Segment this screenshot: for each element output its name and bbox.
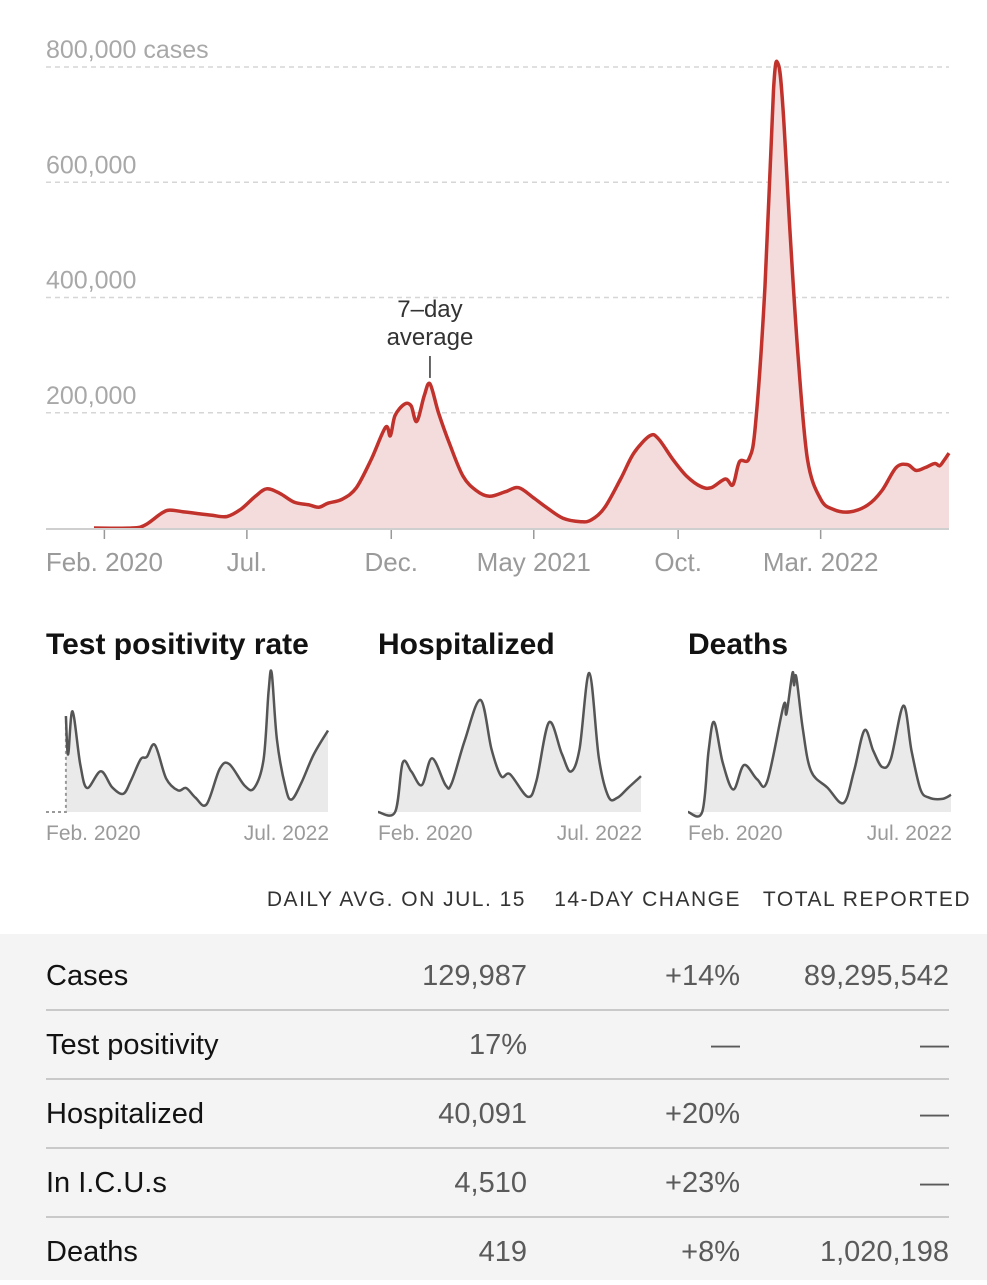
sparkline-area — [378, 672, 641, 816]
summary-table: Cases 129,987 +14% 89,295,542 Test posit… — [0, 934, 987, 1280]
table-row-cases: Cases 129,987 +14% 89,295,542 — [46, 940, 949, 1011]
x-tick-label: May 2021 — [477, 547, 591, 577]
daily-avg-value: 129,987 — [422, 960, 527, 992]
cases-area — [94, 61, 949, 529]
table-row-deaths: Deaths 419 +8% 1,020,198 — [46, 1216, 949, 1285]
x-tick-label: Jul. — [227, 547, 267, 577]
deaths-title: Deaths — [688, 628, 789, 661]
change-value: +14% — [665, 960, 740, 992]
x-tick-label: Mar. 2022 — [763, 547, 879, 577]
daily-avg-value: 419 — [478, 1236, 527, 1268]
change-value: +8% — [681, 1236, 740, 1268]
total-value: — — [920, 1167, 949, 1199]
table-row-test-positivity: Test positivity 17% — — — [46, 1009, 949, 1080]
daily-avg-value: 17% — [468, 1029, 527, 1061]
y-tick-label: 600,000 — [46, 151, 136, 179]
table-row-hospitalized: Hospitalized 40,091 +20% — — [46, 1078, 949, 1149]
sparkline-line — [64, 669, 330, 807]
table-row-icu: In I.C.U.s 4,510 +23% — — [46, 1147, 949, 1218]
change-value: +23% — [665, 1167, 740, 1199]
y-gridlines — [46, 66, 949, 414]
cases-chart: 200,000 400,000 600,000 800,000 cases Feb. … — [46, 36, 951, 577]
x-axis-ticks: Feb. 2020 Jul. Dec. May 2021 Oct. Mar. 2022 — [46, 530, 879, 577]
y-tick-label: 800,000 cases — [46, 36, 209, 64]
change-value: — — [711, 1029, 740, 1061]
x-tick-label: Jul. 2022 — [557, 822, 642, 845]
sparkline-area — [65, 670, 329, 812]
deaths-chart: Feb. 2020 Jul. 2022 — [688, 670, 952, 845]
test-positivity-chart: Feb. 2020 Jul. 2022 — [46, 669, 330, 845]
row-label: Hospitalized — [46, 1098, 204, 1130]
daily-avg-value: 40,091 — [438, 1098, 527, 1130]
change-value: +20% — [665, 1098, 740, 1130]
col-header-daily-avg: DAILY AVG. ON JUL. 15 — [266, 888, 526, 911]
total-value: — — [920, 1098, 949, 1130]
row-label: In I.C.U.s — [46, 1167, 167, 1199]
total-value: — — [920, 1029, 949, 1061]
x-tick-label: Feb. 2020 — [46, 547, 163, 577]
x-tick-label: Dec. — [365, 547, 418, 577]
y-tick-label: 200,000 — [46, 382, 136, 410]
hospitalized-title: Hospitalized — [378, 628, 555, 661]
x-tick-label: Feb. 2020 — [378, 822, 473, 845]
daily-avg-value: 4,510 — [454, 1167, 527, 1199]
x-tick-label: Oct. — [654, 547, 702, 577]
annotation-text: 7–day — [397, 296, 462, 323]
annotation-text: average — [387, 324, 474, 351]
x-tick-label: Jul. 2022 — [244, 822, 329, 845]
row-label: Test positivity — [46, 1029, 219, 1061]
sparkline-line — [688, 670, 952, 818]
total-value: 1,020,198 — [819, 1236, 949, 1268]
y-tick-label: 400,000 — [46, 267, 136, 295]
x-tick-label: Feb. 2020 — [46, 822, 141, 845]
row-label: Cases — [46, 960, 129, 992]
total-value: 89,295,542 — [803, 960, 949, 992]
x-tick-label: Jul. 2022 — [867, 822, 952, 845]
col-header-14-day-change: 14-DAY CHANGE — [554, 888, 741, 911]
test-positivity-title: Test positivity rate — [46, 628, 309, 661]
sparkline-dotted-start — [46, 716, 67, 813]
row-label: Deaths — [46, 1236, 138, 1268]
col-header-total-reported: TOTAL REPORTED — [762, 888, 971, 911]
sparkline-area — [688, 672, 951, 817]
sparkline-line — [378, 671, 642, 817]
hospitalized-chart: Feb. 2020 Jul. 2022 — [378, 671, 642, 845]
cases-line — [93, 59, 951, 530]
x-tick-label: Feb. 2020 — [688, 822, 783, 845]
y-tick-labels: 200,000 400,000 600,000 800,000 cases — [46, 36, 209, 410]
